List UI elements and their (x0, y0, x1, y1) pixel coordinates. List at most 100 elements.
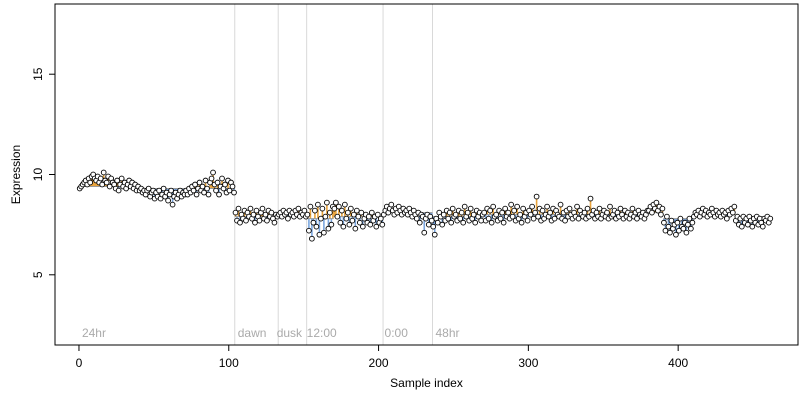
data-point (729, 209, 736, 216)
data-point (535, 213, 541, 220)
data-point (103, 179, 110, 186)
x-tick-label: 200 (369, 356, 389, 370)
data-point (235, 205, 242, 212)
data-point (425, 221, 432, 228)
data-point (689, 219, 696, 226)
data-point (547, 209, 553, 216)
data-point (458, 209, 465, 216)
data-point (533, 193, 540, 200)
data-point (434, 219, 441, 226)
data-point (439, 221, 446, 228)
data-point (322, 213, 329, 220)
data-point (431, 231, 438, 238)
data-point (365, 213, 372, 220)
data-point (106, 183, 113, 190)
y-tick-label: 15 (31, 67, 45, 81)
data-point (493, 211, 500, 218)
data-point (237, 219, 243, 226)
data-point (301, 207, 308, 214)
data-point (193, 191, 200, 198)
data-point (268, 209, 275, 216)
data-point (457, 215, 464, 222)
data-point (216, 191, 222, 198)
data-point (665, 223, 672, 230)
data-point (196, 179, 203, 186)
data-point (324, 199, 330, 206)
data-point (325, 225, 332, 232)
data-point (309, 235, 315, 242)
data-point (208, 175, 215, 182)
data-point (508, 201, 514, 208)
y-axis: 5 10 15 (31, 67, 55, 278)
data-point (87, 179, 94, 186)
segment-separators (234, 4, 433, 345)
data-point (321, 229, 327, 236)
data-point (204, 185, 210, 192)
data-point (295, 205, 302, 212)
data-point (481, 209, 488, 216)
data-point (352, 225, 359, 232)
data-point (749, 223, 756, 230)
data-point (226, 187, 233, 194)
data-point (340, 223, 347, 230)
data-point (596, 205, 603, 212)
data-point (664, 213, 670, 220)
data-point (353, 207, 360, 214)
data-point (557, 201, 564, 208)
data-point (532, 209, 538, 216)
data-point (686, 215, 693, 222)
data-point (377, 215, 384, 222)
data-point (388, 201, 395, 208)
data-point (677, 215, 684, 222)
data-point (448, 219, 455, 226)
segment-annotation-label: dawn (238, 326, 267, 340)
data-point (502, 205, 508, 212)
data-point (460, 219, 467, 226)
data-point (358, 209, 365, 216)
data-point (205, 191, 212, 198)
x-tick-label: 400 (668, 356, 688, 370)
data-point (527, 211, 534, 218)
data-point (446, 209, 453, 216)
data-point (97, 175, 104, 182)
data-point (262, 211, 269, 218)
data-point (511, 207, 517, 214)
data-point (374, 211, 381, 218)
data-point (368, 209, 375, 216)
data-point (500, 219, 507, 226)
data-point (327, 209, 333, 216)
data-point (231, 189, 237, 196)
data-point (201, 189, 207, 196)
data-point (319, 205, 326, 212)
data-point (524, 217, 531, 224)
data-point (346, 221, 353, 228)
data-point (617, 205, 624, 212)
data-point (304, 211, 311, 218)
data-point (520, 205, 526, 212)
data-point (413, 215, 420, 222)
data-point (210, 169, 216, 176)
data-point (767, 215, 774, 222)
data-point (331, 205, 338, 212)
data-point (313, 223, 320, 230)
data-point (145, 185, 152, 192)
segment-annotation-label: 24hr (82, 326, 106, 340)
data-point (731, 203, 738, 210)
y-tick-label: 10 (31, 168, 45, 182)
segment-annotation-label: dusk (277, 326, 303, 340)
data-point (229, 183, 236, 190)
data-point (490, 203, 497, 210)
data-point (461, 203, 468, 210)
data-point (115, 187, 122, 194)
x-axis: 0 100 200 300 400 (76, 345, 688, 370)
data-point (214, 179, 221, 186)
data-point (356, 219, 363, 226)
data-point (114, 177, 121, 184)
data-point (509, 213, 516, 220)
x-tick-label: 0 (76, 356, 83, 370)
data-point (247, 205, 254, 212)
data-point (416, 219, 423, 226)
data-point (674, 219, 681, 226)
data-point (604, 209, 610, 216)
